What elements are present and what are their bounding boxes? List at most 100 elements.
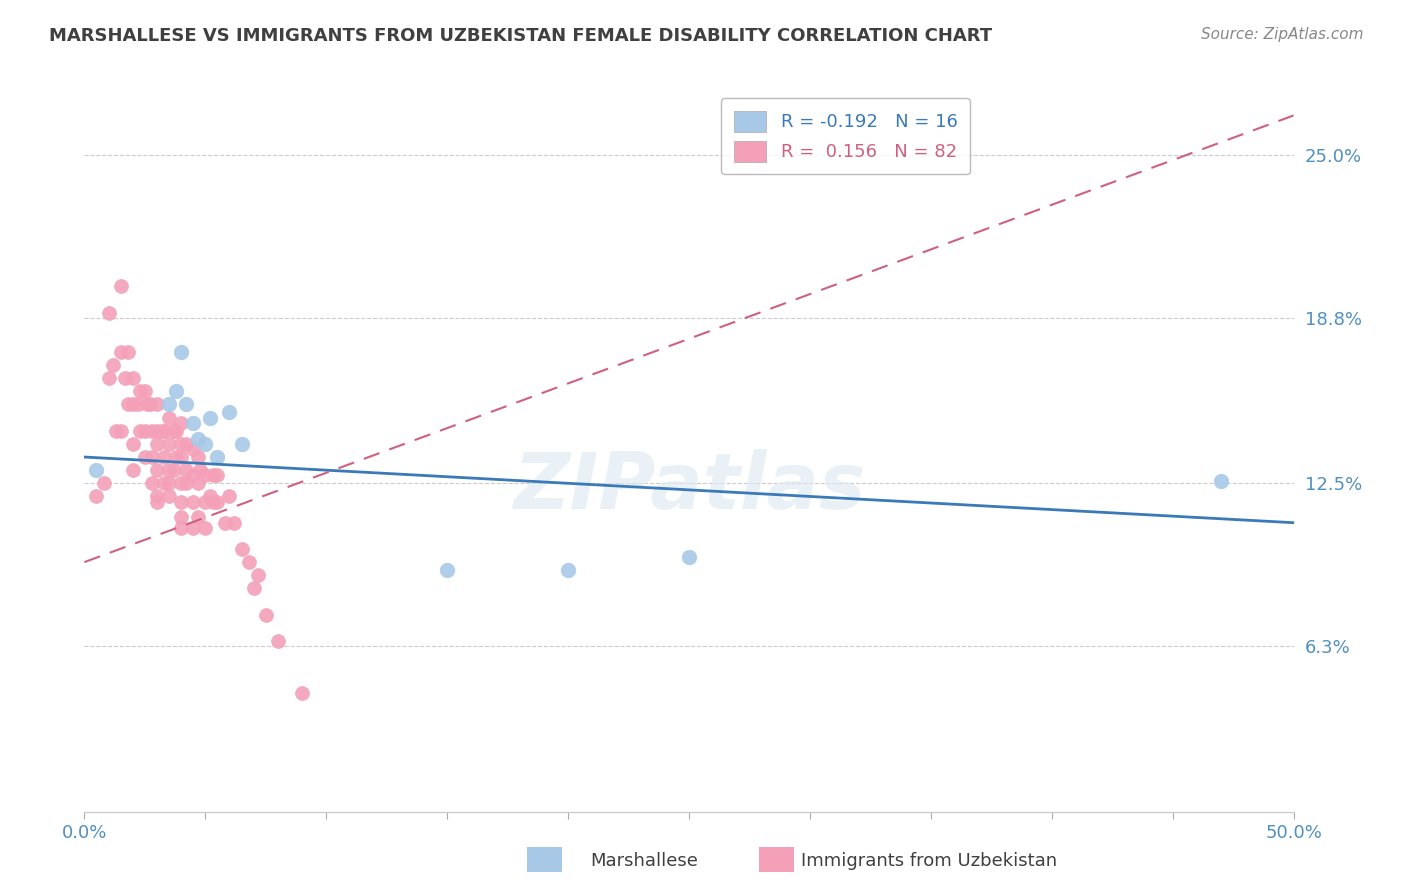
Point [127, 397, 149, 411]
Point [146, 424, 169, 438]
Point [153, 450, 176, 464]
Point [121, 463, 143, 477]
Point [163, 463, 186, 477]
Point [181, 468, 204, 483]
Point [207, 450, 229, 464]
Point [267, 634, 290, 648]
Point [247, 568, 270, 582]
Point [174, 463, 197, 477]
Point [121, 437, 143, 451]
Point [181, 521, 204, 535]
Point [190, 463, 212, 477]
Point [121, 397, 143, 411]
Point [170, 476, 193, 491]
Point [291, 686, 314, 700]
Point [97, 371, 120, 385]
Point [157, 476, 180, 491]
Point [150, 424, 173, 438]
Point [238, 555, 260, 569]
Point [146, 397, 169, 411]
Point [134, 450, 156, 464]
Text: Source: ZipAtlas.com: Source: ZipAtlas.com [1201, 27, 1364, 42]
Point [134, 384, 156, 399]
Point [110, 279, 132, 293]
Legend: R = -0.192   N = 16, R =  0.156   N = 82: R = -0.192 N = 16, R = 0.156 N = 82 [721, 98, 970, 174]
Point [165, 424, 187, 438]
Point [103, 358, 125, 372]
Point [170, 450, 193, 464]
Point [174, 397, 197, 411]
Point [218, 490, 240, 504]
Point [138, 397, 160, 411]
Point [170, 437, 193, 451]
Point [194, 494, 217, 508]
Point [194, 437, 217, 451]
Point [170, 494, 193, 508]
Point [254, 607, 277, 622]
Point [157, 397, 180, 411]
Point [86, 463, 108, 477]
Point [170, 416, 193, 430]
Point [194, 468, 217, 483]
Point [436, 563, 458, 577]
Point [165, 384, 187, 399]
Point [678, 549, 700, 564]
Point [110, 345, 132, 359]
Point [104, 424, 127, 438]
Point [129, 424, 152, 438]
Point [141, 424, 163, 438]
Point [117, 397, 139, 411]
Point [146, 437, 169, 451]
Point [129, 384, 152, 399]
Point [181, 416, 204, 430]
Point [187, 432, 209, 446]
Point [110, 424, 132, 438]
Point [170, 345, 193, 359]
Point [174, 437, 197, 451]
Point [181, 494, 204, 508]
Point [146, 490, 169, 504]
Point [141, 476, 163, 491]
Point [194, 521, 217, 535]
Point [174, 476, 197, 491]
Point [136, 397, 159, 411]
Point [242, 582, 264, 596]
Point [97, 305, 120, 319]
Point [187, 476, 209, 491]
Point [153, 476, 176, 491]
Point [198, 410, 221, 425]
Point [146, 463, 169, 477]
Point [146, 494, 169, 508]
Point [153, 424, 176, 438]
Point [224, 516, 246, 530]
Point [121, 371, 143, 385]
Point [163, 424, 186, 438]
Point [557, 563, 579, 577]
Point [201, 494, 224, 508]
Text: MARSHALLESE VS IMMIGRANTS FROM UZBEKISTAN FEMALE DISABILITY CORRELATION CHART: MARSHALLESE VS IMMIGRANTS FROM UZBEKISTA… [49, 27, 993, 45]
Point [117, 345, 139, 359]
Point [207, 494, 229, 508]
Point [93, 476, 115, 491]
Point [170, 510, 193, 524]
Point [187, 450, 209, 464]
Point [198, 490, 221, 504]
Point [170, 521, 193, 535]
Point [114, 371, 136, 385]
Text: ZIPatlas: ZIPatlas [513, 449, 865, 524]
Point [157, 437, 180, 451]
Point [231, 541, 253, 556]
Point [201, 468, 224, 483]
Point [157, 463, 180, 477]
Text: Immigrants from Uzbekistan: Immigrants from Uzbekistan [801, 852, 1057, 870]
Point [1209, 474, 1232, 488]
Point [187, 510, 209, 524]
Text: Marshallese: Marshallese [591, 852, 699, 870]
Point [207, 468, 229, 483]
Point [86, 490, 108, 504]
Point [157, 410, 180, 425]
Point [218, 405, 240, 419]
Point [157, 490, 180, 504]
Point [165, 450, 187, 464]
Point [134, 424, 156, 438]
